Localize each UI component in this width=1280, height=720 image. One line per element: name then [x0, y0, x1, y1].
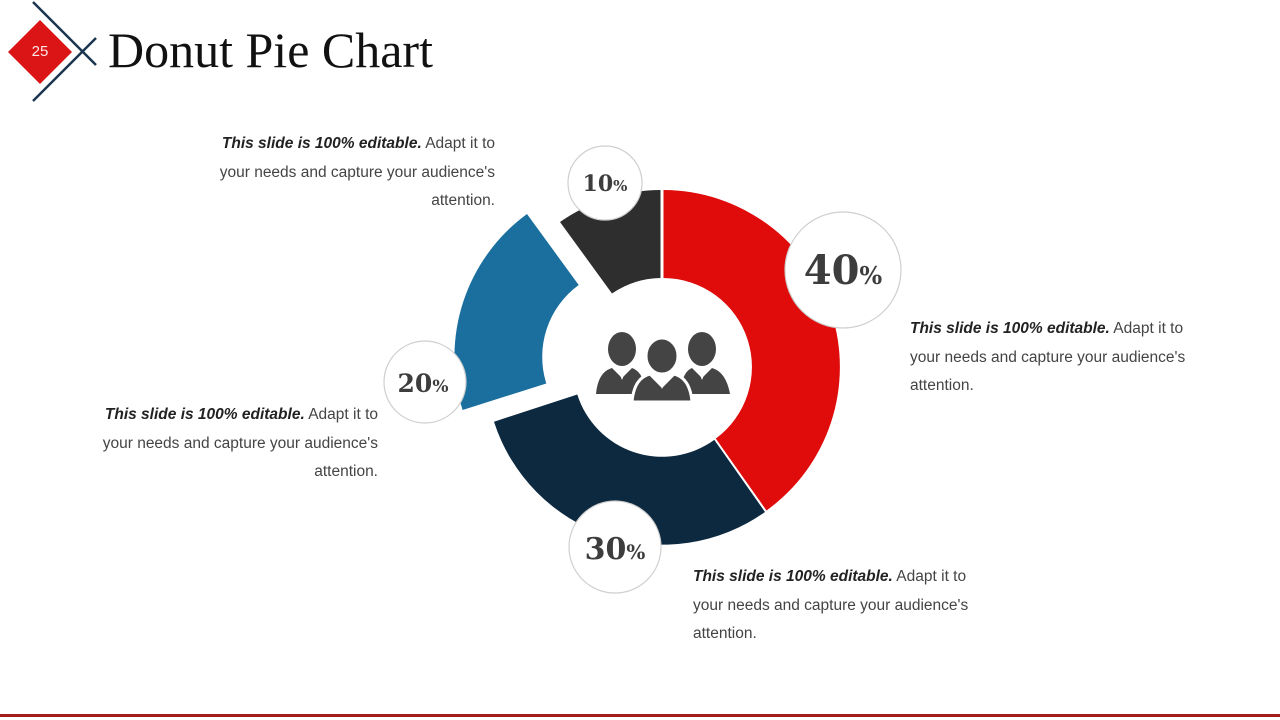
description-bottom: This slide is 100% editable. Adapt it to… — [693, 563, 983, 649]
description-bold: This slide is 100% editable. — [221, 135, 422, 152]
footer-divider — [0, 714, 1280, 717]
description-bold: This slide is 100% editable. — [104, 406, 305, 423]
label-20: 20% — [383, 340, 467, 424]
description-top-left: This slide is 100% editable. Adapt it to… — [205, 130, 495, 216]
svg-text:40%: 40% — [804, 247, 883, 294]
svg-text:10%: 10% — [583, 171, 628, 197]
svg-text:30%: 30% — [585, 532, 646, 567]
description-text: Adapt it to your needs and capture your … — [693, 568, 969, 642]
team-people-icon — [596, 332, 730, 404]
page-title: Donut Pie Chart — [108, 22, 433, 78]
segment-30 — [494, 394, 765, 545]
description-left: This slide is 100% editable. Adapt it to… — [88, 401, 378, 487]
deco-line — [32, 1, 97, 66]
svg-text:20%: 20% — [398, 369, 449, 398]
description-text: Adapt it to your needs and capture your … — [219, 135, 495, 209]
description-bold: This slide is 100% editable. — [693, 568, 893, 585]
deco-line — [32, 37, 97, 102]
red-diamond — [8, 20, 72, 84]
description-text: Adapt it to your needs and capture your … — [910, 320, 1186, 394]
segment-10 — [560, 190, 661, 294]
description-text: Adapt it to your needs and capture your … — [102, 406, 378, 480]
slide-number-badge — [8, 1, 97, 102]
description-bold: This slide is 100% editable. — [910, 320, 1110, 337]
label-40: 40% — [784, 211, 902, 329]
segment-20 — [454, 214, 579, 410]
label-30: 30% — [568, 500, 662, 594]
description-right: This slide is 100% editable. Adapt it to… — [910, 315, 1200, 401]
slide-number: 25 — [31, 43, 49, 60]
label-10: 10% — [567, 145, 643, 221]
